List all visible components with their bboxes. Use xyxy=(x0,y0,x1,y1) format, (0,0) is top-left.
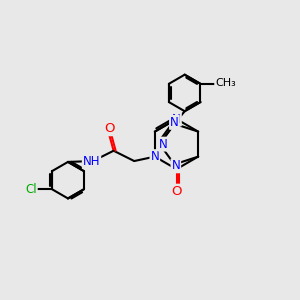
Text: N: N xyxy=(151,150,159,163)
Text: CH₃: CH₃ xyxy=(215,78,236,88)
Text: NH: NH xyxy=(83,155,100,168)
Text: O: O xyxy=(104,122,114,135)
Text: O: O xyxy=(171,185,182,198)
Text: N: N xyxy=(172,112,181,126)
Text: N: N xyxy=(159,138,168,151)
Text: Cl: Cl xyxy=(25,183,37,196)
Text: N: N xyxy=(172,159,180,172)
Text: N: N xyxy=(170,116,179,129)
